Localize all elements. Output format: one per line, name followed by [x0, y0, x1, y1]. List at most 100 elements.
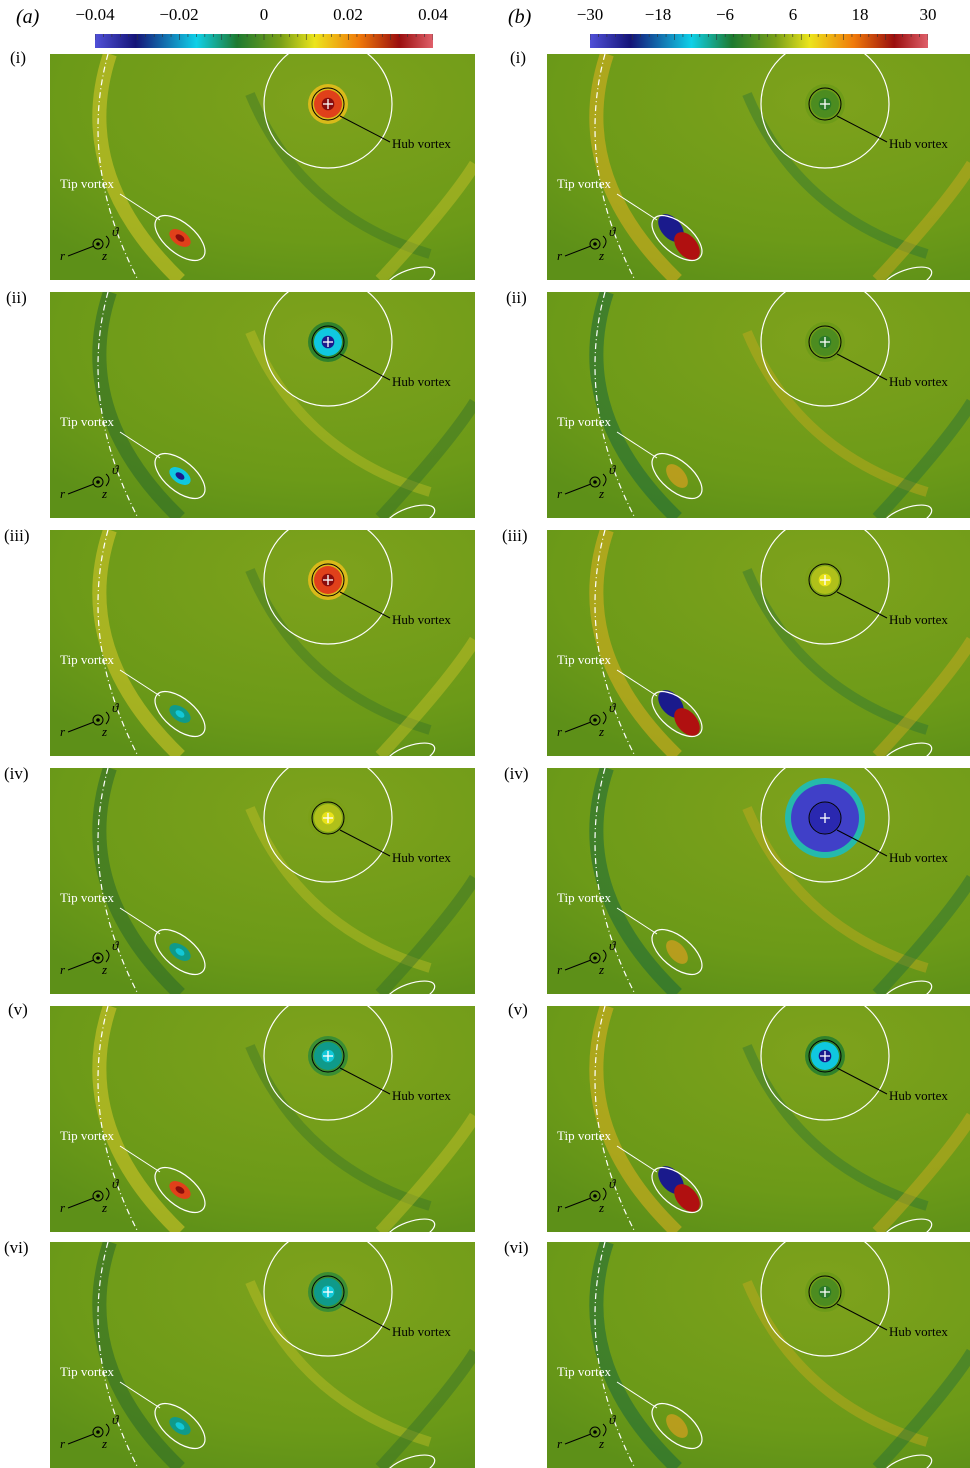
- vorticity-band: [872, 1348, 970, 1468]
- vorticity-band: [742, 1280, 929, 1447]
- tip-vortex-label: Tip vortex: [557, 890, 612, 905]
- hub-vortex-label: Hub vortex: [889, 374, 948, 389]
- vorticity-band: [872, 1112, 970, 1232]
- r-axis-arrow: [564, 721, 592, 733]
- flow-panel-b-4: Hub vortex Tip vortex r z ϑ: [547, 768, 970, 994]
- vorticity-band: [245, 568, 432, 735]
- tip-leader-line: [616, 669, 658, 697]
- r-axis-label: r: [60, 724, 66, 739]
- r-axis-label: r: [60, 486, 66, 501]
- z-axis-label: z: [598, 962, 604, 977]
- row-label: (vi): [504, 1238, 529, 1257]
- z-axis-dot: [96, 1430, 100, 1434]
- z-axis-label: z: [598, 248, 604, 263]
- row-label: (i): [10, 48, 27, 67]
- tip-vortex-ellipse: [651, 1166, 703, 1214]
- rotor-tip-radius-arc: [97, 54, 139, 280]
- contour-field: Hub vortex Tip vortex r zϑ: [547, 530, 970, 756]
- rotor-tip-radius-arc: [594, 768, 636, 994]
- tip-vortex-center: [175, 472, 185, 480]
- hub-region-circle: [263, 530, 393, 645]
- vorticity-band: [742, 92, 929, 259]
- r-axis-arrow: [67, 1433, 95, 1445]
- flow-panel-b-1: Hub vortex Tip vortex r z ϑ: [547, 54, 970, 280]
- tick-label: 18: [851, 5, 869, 24]
- vorticity-band: [589, 768, 682, 994]
- flow-panel-a-5: Hub vortex Tip vortex r z ϑ: [50, 1006, 475, 1232]
- hub-region-circle: [263, 54, 393, 169]
- vorticity-band: [375, 874, 475, 994]
- z-axis-symbol: [92, 238, 104, 250]
- rotor-tip-radius-arc: [97, 292, 139, 518]
- z-axis-dot: [593, 480, 597, 484]
- z-axis-label: z: [101, 248, 107, 263]
- z-axis-symbol: [589, 476, 601, 488]
- panel-a-label: (a): [16, 6, 40, 28]
- tick-label: −0.04: [75, 5, 115, 24]
- tip-vortex-positive-lobe: [674, 1184, 700, 1212]
- vorticity-band: [742, 330, 929, 497]
- tip-vortex-ellipse: [154, 214, 206, 262]
- hub-leader-line: [836, 829, 888, 857]
- tip-vortex-ellipse: [154, 1166, 206, 1214]
- theta-axis-label: ϑ: [609, 700, 616, 715]
- hub-vortex-label: Hub vortex: [392, 136, 451, 151]
- z-axis-label: z: [598, 1200, 604, 1215]
- vorticity-band: [245, 806, 432, 973]
- tick-label: 0.04: [418, 5, 448, 24]
- z-axis-dot: [96, 1194, 100, 1198]
- vorticity-band: [92, 292, 185, 518]
- hub-vortex-label: Hub vortex: [889, 850, 948, 865]
- rotor-tip-radius-arc: [594, 530, 636, 756]
- hub-marker-circle: [808, 325, 842, 359]
- z-axis-label: z: [101, 1200, 107, 1215]
- hub-marker-circle: [311, 1039, 345, 1073]
- r-axis-arrow: [67, 483, 95, 495]
- theta-arrow: [602, 949, 607, 963]
- tick-label: 0: [259, 5, 269, 24]
- theta-axis-label: ϑ: [609, 1412, 616, 1427]
- hub-marker-circle: [311, 563, 345, 597]
- r-axis-label: r: [557, 486, 563, 501]
- tick-label: 6: [788, 5, 798, 24]
- tip-vortex-label: Tip vortex: [557, 652, 612, 667]
- z-axis-label: z: [101, 724, 107, 739]
- row-label: (iii): [502, 526, 528, 545]
- r-axis-label: r: [60, 1200, 66, 1215]
- tip-vortex-core: [666, 464, 688, 488]
- hub-marker-circle: [808, 1039, 842, 1073]
- z-axis-dot: [593, 718, 597, 722]
- contour-field: Hub vortex Tip vortex r zϑ: [50, 292, 475, 518]
- r-axis-arrow: [564, 483, 592, 495]
- vorticity-band: [245, 330, 432, 497]
- r-axis-label: r: [557, 248, 563, 263]
- vorticity-band: [245, 1280, 432, 1447]
- neighbor-tip-vortex-ellipse: [881, 1218, 933, 1232]
- rotor-tip-radius-arc: [594, 54, 636, 280]
- hub-vortex-label: Hub vortex: [392, 612, 451, 627]
- theta-arrow: [602, 473, 607, 487]
- tip-vortex-ellipse: [651, 1402, 703, 1450]
- vorticity-band: [872, 874, 970, 994]
- neighbor-tip-vortex-ellipse: [384, 504, 436, 518]
- z-axis-label: z: [101, 486, 107, 501]
- vorticity-band: [375, 636, 475, 756]
- tip-vortex-label: Tip vortex: [60, 890, 115, 905]
- tip-vortex-positive-lobe: [674, 708, 700, 736]
- vorticity-band: [375, 398, 475, 518]
- hub-vortex-label: Hub vortex: [392, 850, 451, 865]
- tip-vortex-core: [666, 1414, 688, 1438]
- tip-vortex-label: Tip vortex: [557, 1364, 612, 1379]
- theta-arrow: [602, 235, 607, 249]
- contour-field: Hub vortex Tip vortex r zϑ: [50, 768, 475, 994]
- tip-vortex-center: [175, 948, 185, 956]
- tip-vortex-center: [175, 710, 185, 718]
- tick-label: −0.02: [159, 5, 199, 24]
- neighbor-tip-vortex-ellipse: [384, 1454, 436, 1468]
- tip-vortex-label: Tip vortex: [557, 176, 612, 191]
- vorticity-band: [92, 1006, 185, 1232]
- r-axis-arrow: [564, 959, 592, 971]
- hub-marker-circle: [311, 325, 345, 359]
- tip-leader-line: [119, 907, 161, 935]
- hub-leader-line: [836, 353, 888, 381]
